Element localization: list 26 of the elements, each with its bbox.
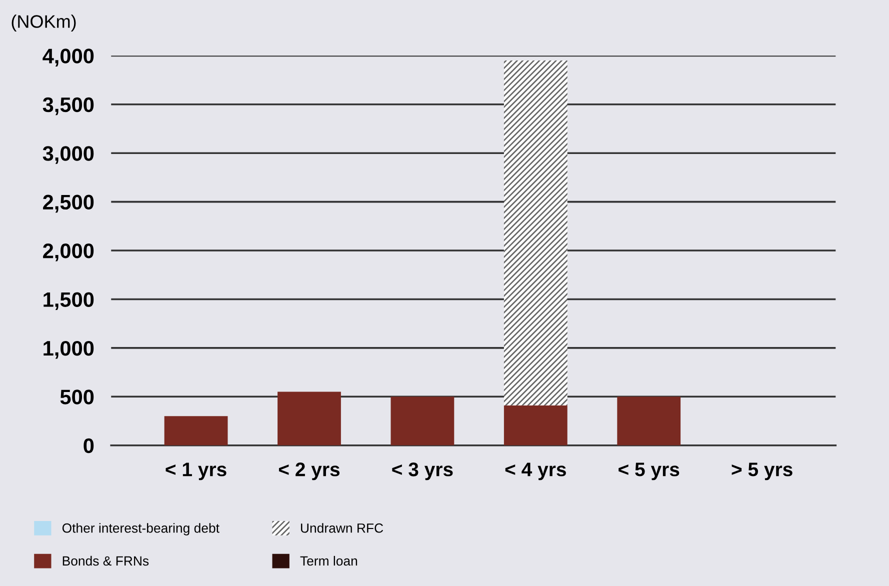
y-axis-title: (NOKm) xyxy=(12,14,76,32)
bar xyxy=(504,60,568,406)
y-tick-label: 0 xyxy=(84,438,94,454)
legend-label: Undrawn RFC xyxy=(300,523,384,533)
legend-label: Bonds & FRNs xyxy=(62,556,149,566)
x-tick-label: < 2 yrs xyxy=(278,462,340,480)
bar xyxy=(390,396,454,446)
x-tick-label: < 4 yrs xyxy=(505,462,566,480)
y-tick-label: 3,500 xyxy=(42,97,94,116)
x-tick-label: > 5 yrs xyxy=(732,462,792,480)
legend-label: Other interest-bearing debt xyxy=(62,523,220,536)
y-tick-label: 2,500 xyxy=(43,194,94,213)
bar xyxy=(504,405,568,446)
y-tick-label: 1,500 xyxy=(44,292,94,310)
bar xyxy=(278,392,341,446)
y-tick-label: 1,000 xyxy=(44,340,94,359)
y-tick-label: 3,000 xyxy=(42,146,94,164)
y-tick-label: 500 xyxy=(60,390,94,404)
y-tick-label: 2,000 xyxy=(43,244,94,262)
y-tick-label: 4,000 xyxy=(42,48,94,66)
x-tick-label: < 5 yrs xyxy=(618,462,680,480)
bar xyxy=(617,396,681,446)
legend-label: Term loan xyxy=(300,556,358,566)
x-tick-label: < 1 yrs xyxy=(166,462,226,480)
x-tick-label: < 3 yrs xyxy=(392,462,453,480)
bar xyxy=(164,416,228,446)
